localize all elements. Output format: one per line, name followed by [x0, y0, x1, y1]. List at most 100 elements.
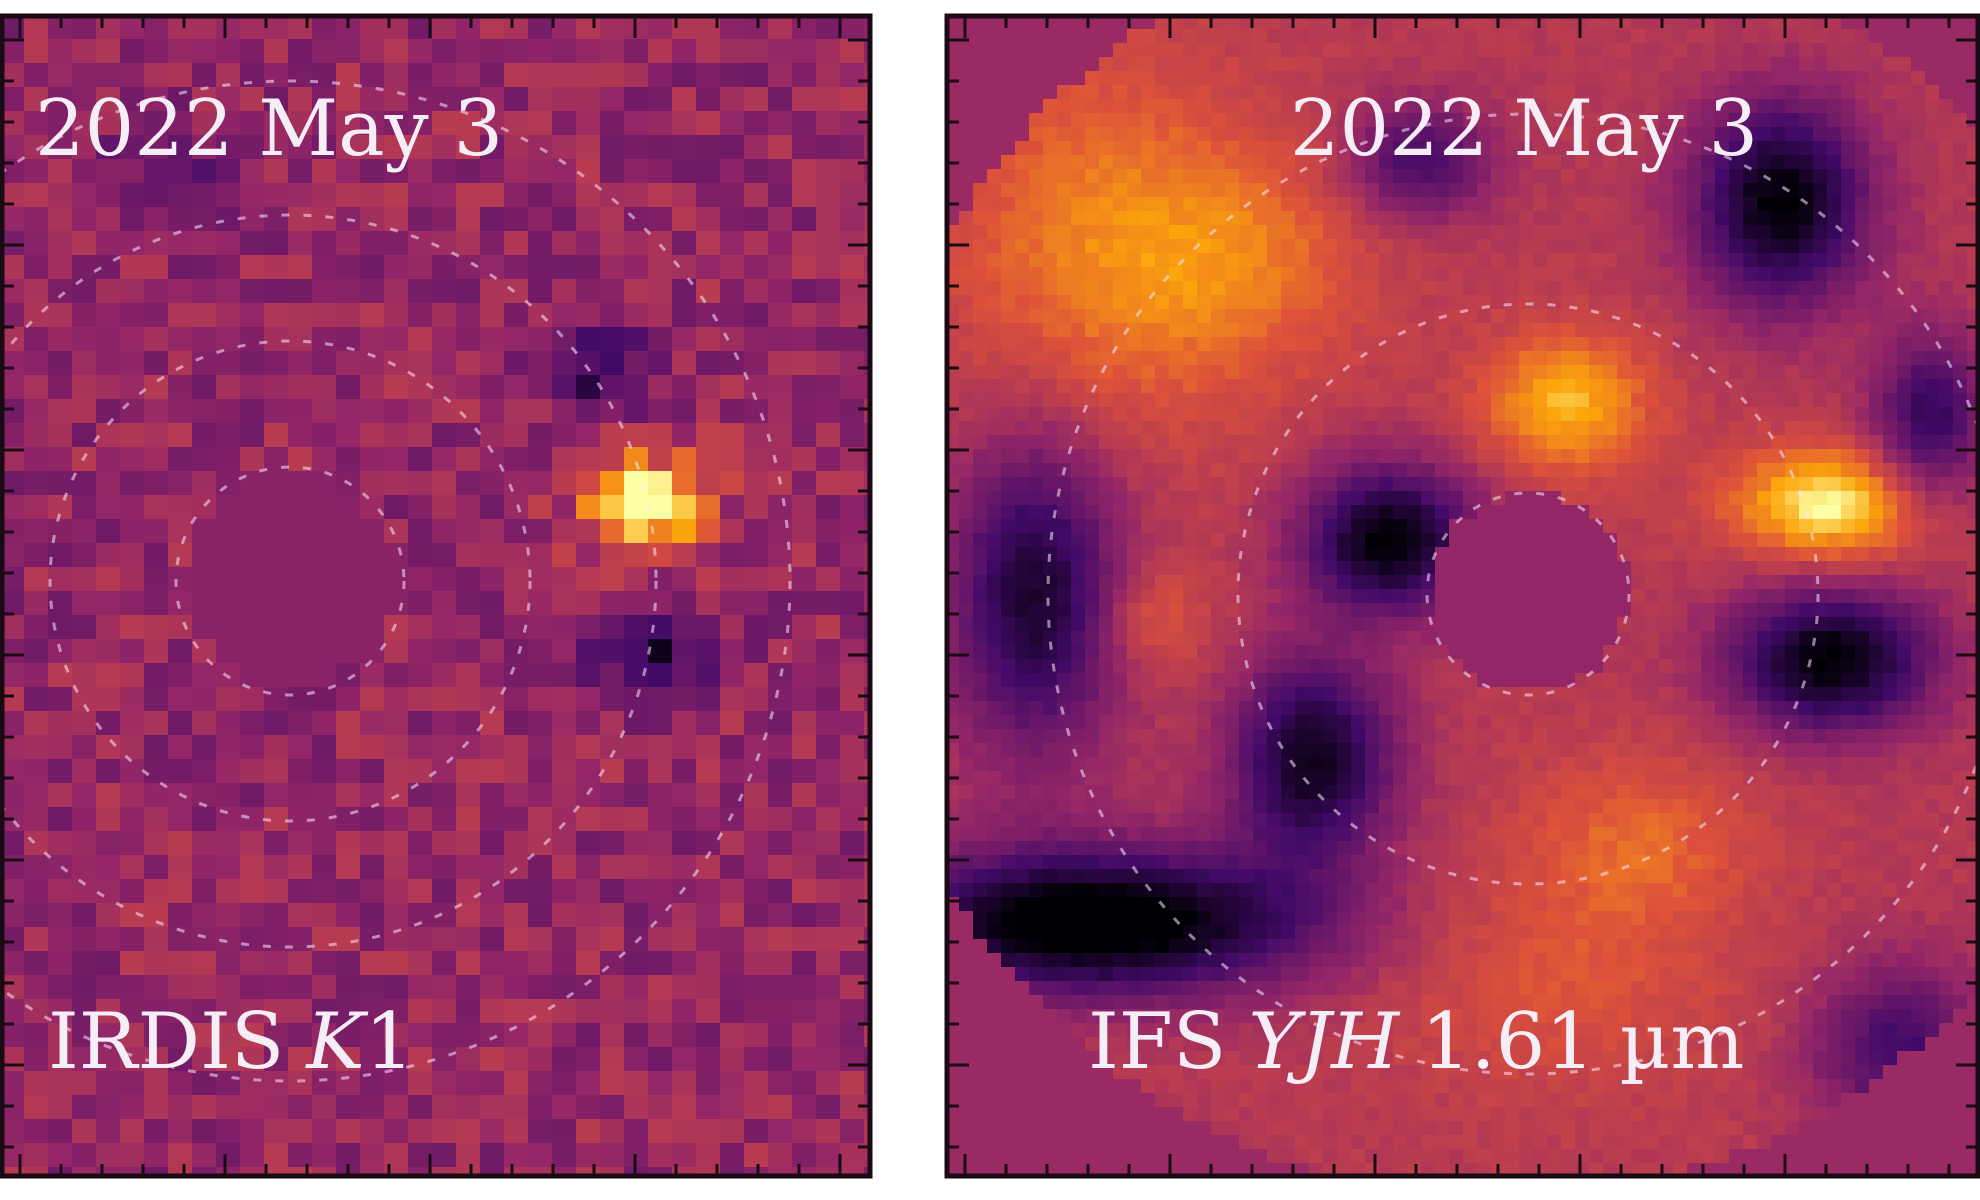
pixel [720, 423, 745, 448]
pixel [1491, 183, 1506, 198]
pixel [96, 471, 121, 496]
pixel [1743, 113, 1758, 128]
pixel [432, 303, 457, 328]
pixel [1043, 337, 1058, 352]
pixel [1071, 379, 1086, 394]
pixel [1407, 407, 1422, 422]
pixel [1141, 589, 1156, 604]
pixel [648, 15, 673, 40]
pixel [1281, 561, 1296, 576]
pixel [1281, 491, 1296, 506]
pixel [72, 1095, 97, 1120]
pixel [552, 111, 577, 136]
pixel [1659, 169, 1674, 184]
pixel [1687, 407, 1702, 422]
pixel [1771, 253, 1786, 268]
pixel [1379, 71, 1394, 86]
pixel [1225, 477, 1240, 492]
pixel [1407, 281, 1422, 296]
pixel [1519, 435, 1534, 450]
pixel [48, 447, 73, 472]
pixel [1421, 155, 1436, 170]
pixel [240, 231, 265, 256]
pixel [1855, 99, 1870, 114]
pixel [504, 903, 529, 928]
pixel [1183, 505, 1198, 520]
pixel [768, 807, 793, 832]
pixel [168, 1023, 193, 1048]
pixel [1505, 547, 1520, 562]
pixel [648, 711, 673, 736]
pixel [1953, 71, 1968, 86]
pixel [624, 1023, 649, 1048]
pixel [1547, 351, 1562, 366]
pixel [1253, 295, 1268, 310]
pixel [1449, 365, 1464, 380]
pixel [1197, 491, 1212, 506]
pixel [1813, 561, 1828, 576]
pixel [1001, 589, 1016, 604]
pixel [959, 435, 974, 450]
pixel [552, 303, 577, 328]
pixel [48, 351, 73, 376]
pixel [816, 111, 841, 136]
pixel [1169, 589, 1184, 604]
pixel [973, 505, 988, 520]
pixel [432, 351, 457, 376]
pixel [720, 39, 745, 64]
pixel [504, 1143, 529, 1168]
pixel [768, 15, 793, 40]
pixel [360, 519, 385, 544]
pixel [1519, 547, 1534, 562]
pixel [504, 567, 529, 592]
pixel [1015, 491, 1030, 506]
pixel [987, 561, 1002, 576]
pixel [1267, 491, 1282, 506]
pixel [792, 1119, 817, 1144]
pixel [1603, 127, 1618, 142]
pixel [1085, 99, 1100, 114]
pixel [959, 57, 974, 72]
pixel [1085, 505, 1100, 520]
pixel [1939, 575, 1954, 590]
pixel [528, 471, 553, 496]
pixel [336, 111, 361, 136]
pixel [1001, 323, 1016, 338]
pixel [816, 135, 841, 160]
pixel [1337, 267, 1352, 282]
pixel [480, 639, 505, 664]
pixel [168, 183, 193, 208]
pixel [1393, 505, 1408, 520]
pixel [312, 1071, 337, 1096]
pixel [1869, 267, 1884, 282]
pixel [648, 1023, 673, 1048]
pixel [1365, 155, 1380, 170]
pixel [456, 615, 481, 640]
pixel [96, 135, 121, 160]
pixel [1379, 561, 1394, 576]
pixel [1169, 547, 1184, 562]
pixel [408, 1071, 433, 1096]
pixel [72, 615, 97, 640]
pixel [959, 603, 974, 618]
pixel [1267, 519, 1282, 534]
pixel [1785, 463, 1800, 478]
pixel [1183, 379, 1198, 394]
pixel [1505, 477, 1520, 492]
pixel [528, 759, 553, 784]
pixel [576, 1047, 601, 1072]
pixel [1939, 491, 1954, 506]
pixel [1813, 533, 1828, 548]
pixel [1351, 603, 1366, 618]
pixel [648, 591, 673, 616]
pixel [1337, 99, 1352, 114]
pixel [1211, 477, 1226, 492]
pixel [696, 807, 721, 832]
pixel [973, 365, 988, 380]
pixel [120, 735, 145, 760]
pixel [1295, 323, 1310, 338]
pixel [1225, 393, 1240, 408]
pixel [840, 1071, 865, 1096]
pixel [1575, 393, 1590, 408]
pixel [600, 159, 625, 184]
